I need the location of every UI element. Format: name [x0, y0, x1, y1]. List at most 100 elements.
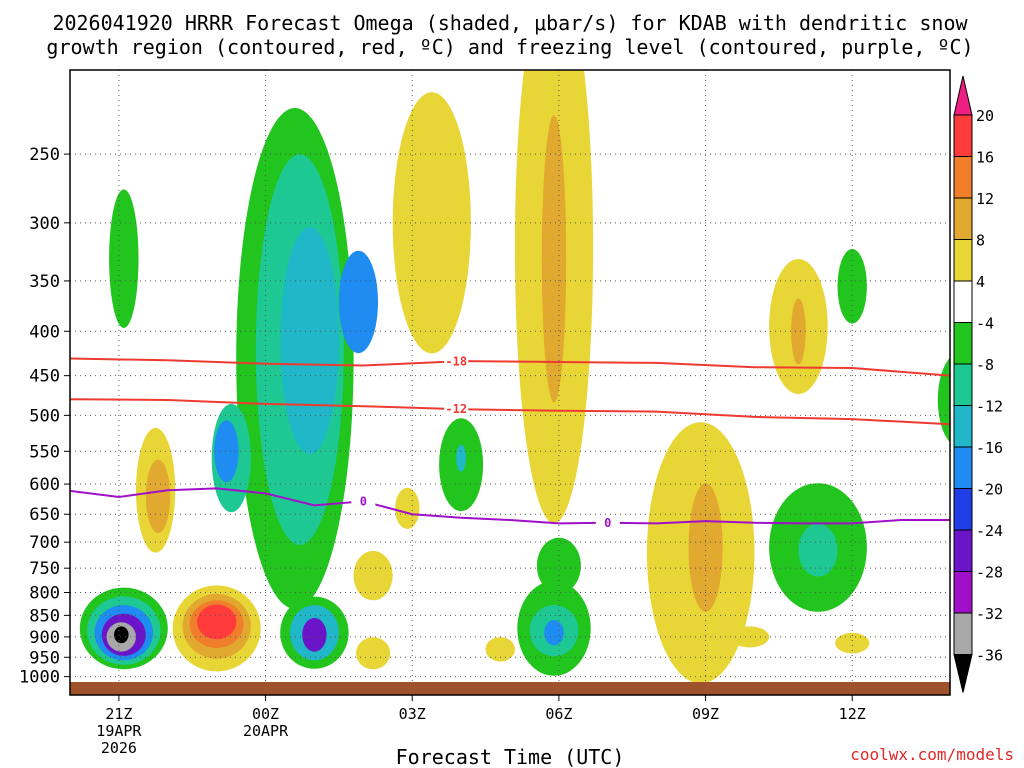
- y-tick-label: 750: [29, 559, 60, 579]
- omega-shaded-region: [544, 620, 564, 646]
- y-tick-label: 450: [29, 367, 60, 387]
- x-tick-year: 2026: [101, 739, 137, 757]
- x-tick-label: 09Z: [692, 705, 719, 723]
- x-tick-label: 12Z: [839, 705, 866, 723]
- credit-text: coolwx.com/models: [850, 745, 1014, 764]
- y-tick-label: 600: [29, 475, 60, 495]
- y-tick-label: 300: [29, 214, 60, 234]
- chart-title-line-1: 2026041920 HRRR Forecast Omega (shaded, …: [52, 11, 968, 35]
- colorbar-segment: [953, 156, 973, 199]
- omega-shaded-region: [730, 626, 770, 648]
- colorbar-segment: [953, 280, 973, 323]
- colorbar-segment: [953, 529, 973, 572]
- omega-shaded-region: [485, 637, 515, 662]
- contour-label-bg: [351, 494, 376, 509]
- colorbar-label: -32: [976, 605, 1003, 623]
- omega-shaded-region: [798, 523, 838, 577]
- y-tick-label: 650: [29, 505, 60, 525]
- colorbar-label: -4: [976, 315, 994, 333]
- omega-shaded-region: [280, 227, 339, 455]
- contour-label-bg: [444, 402, 469, 417]
- omega-shading-layer: [79, 70, 950, 684]
- colorbar-label: -36: [976, 647, 1003, 665]
- plot-area: -18 -12 0 0: [70, 70, 950, 695]
- omega-shaded-region: [837, 248, 867, 324]
- colorbar-label: 4: [976, 273, 985, 291]
- y-tick-label: 950: [29, 648, 60, 668]
- colorbar-segment: [953, 446, 973, 489]
- colorbar-segment: [953, 114, 973, 157]
- omega-shaded-region: [356, 637, 391, 670]
- omega-shaded-region: [353, 550, 393, 601]
- omega-colorbar: 20 16 12 8 4 -4 -8 -12 -16 -20 -24 -28 -32 -36: [953, 75, 1003, 693]
- omega-shaded-region: [302, 617, 327, 652]
- y-tick-label: 500: [29, 406, 60, 426]
- colorbar-label: -12: [976, 398, 1003, 416]
- omega-shaded-region: [791, 298, 806, 365]
- contour-label: 0: [360, 494, 367, 508]
- contour-line: [70, 357, 950, 377]
- omega-shaded-region: [937, 357, 950, 443]
- omega-shaded-region: [338, 250, 378, 354]
- colorbar-segment: [953, 239, 973, 282]
- colorbar-segment: [953, 488, 973, 531]
- x-tick-label: 03Z: [399, 705, 426, 723]
- x-tick-label: 00Z: [252, 705, 279, 723]
- colorbar-label: -24: [976, 522, 1003, 540]
- colorbar-segment: [953, 322, 973, 365]
- x-axis-title: Forecast Time (UTC): [396, 745, 625, 768]
- omega-shaded-region: [145, 459, 171, 533]
- chart-title-line-2: growth region (contoured, red, ºC) and f…: [46, 35, 973, 59]
- colorbar-segment: [953, 571, 973, 614]
- y-tick-label: 700: [29, 533, 60, 553]
- colorbar-segment: [953, 197, 973, 240]
- contour-label: -18: [445, 354, 467, 368]
- omega-shaded-region: [114, 626, 129, 644]
- colorbar-label: -20: [976, 481, 1003, 499]
- omega-shaded-region: [197, 604, 237, 640]
- colorbar-label: -28: [976, 564, 1003, 582]
- colorbar-label: 12: [976, 190, 994, 208]
- y-tick-label: 400: [29, 322, 60, 342]
- x-tick-label: 06Z: [545, 705, 572, 723]
- contour-label-bg: [444, 354, 469, 369]
- contour-label: 0: [604, 516, 611, 530]
- colorbar-bottom-arrow: [953, 654, 973, 693]
- x-tick-date: 20APR: [243, 722, 289, 740]
- y-tick-label: 250: [29, 145, 60, 165]
- colorbar-segment: [953, 405, 973, 448]
- colorbar-segment: [953, 612, 973, 655]
- y-tick-label: 550: [29, 442, 60, 462]
- contour-line: [70, 487, 950, 525]
- y-tick-label: 900: [29, 628, 60, 648]
- colorbar-label: -16: [976, 439, 1003, 457]
- y-tick-label: 850: [29, 606, 60, 626]
- omega-shaded-region: [456, 444, 466, 472]
- omega-shaded-region: [395, 487, 420, 529]
- gridlines: [70, 70, 950, 695]
- y-tick-label: 1000: [19, 668, 60, 688]
- omega-shaded-region: [109, 189, 139, 328]
- colorbar-label: -8: [976, 356, 994, 374]
- contour-line: [70, 398, 950, 426]
- omega-shaded-region: [835, 632, 870, 654]
- x-tick-date: 19APR: [96, 722, 142, 740]
- omega-shaded-region: [392, 92, 471, 354]
- omega-shaded-region: [541, 115, 567, 403]
- contour-label: -12: [445, 402, 467, 416]
- omega-shaded-region: [214, 420, 239, 483]
- contour-layer: -18 -12 0 0: [70, 354, 950, 530]
- omega-shaded-region: [688, 483, 723, 612]
- y-axis-pressure: 2503003504004505005506006507007508008509…: [19, 145, 70, 688]
- plot-frame: [69, 69, 951, 696]
- colorbar-label: 8: [976, 232, 985, 250]
- colorbar-label: 16: [976, 149, 994, 167]
- y-tick-label: 350: [29, 272, 60, 292]
- x-tick-label: 21Z: [105, 705, 132, 723]
- colorbar-top-arrow: [953, 75, 973, 116]
- y-tick-label: 800: [29, 584, 60, 604]
- colorbar-segment: [953, 363, 973, 406]
- contour-label-bg: [595, 515, 620, 530]
